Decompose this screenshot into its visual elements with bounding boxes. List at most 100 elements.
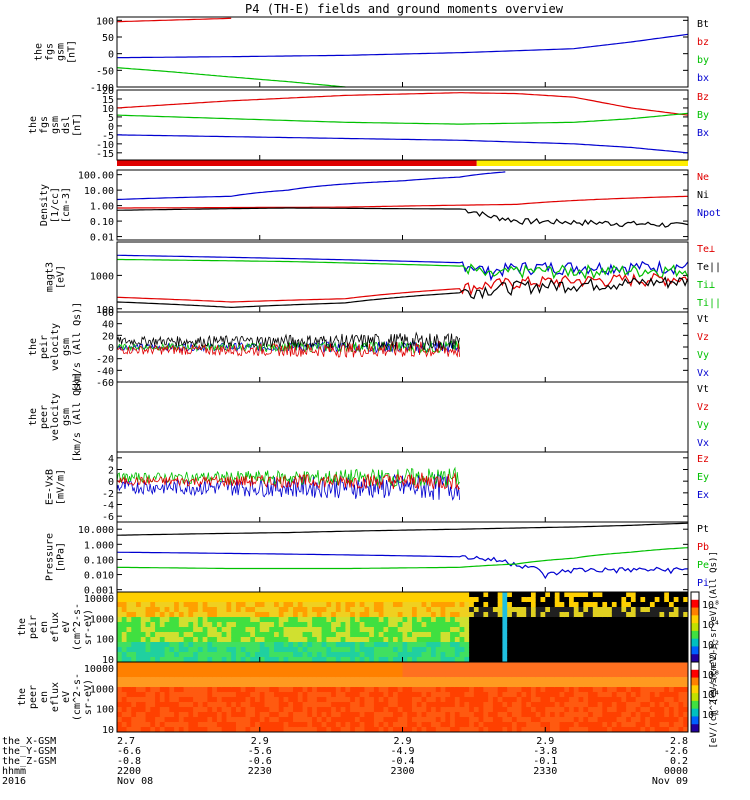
heatmap-cell bbox=[245, 652, 251, 658]
heatmap-cell bbox=[492, 722, 499, 728]
heatmap-cell bbox=[164, 597, 170, 603]
heatmap-cell bbox=[578, 662, 584, 668]
heatmap-cell bbox=[526, 717, 532, 723]
heatmap-cell bbox=[564, 677, 570, 683]
heatmap-cell bbox=[607, 667, 613, 673]
series-line bbox=[116, 171, 506, 201]
heatmap-cell bbox=[216, 702, 223, 708]
heatmap-cell bbox=[540, 667, 546, 673]
heatmap-cell bbox=[473, 662, 480, 668]
heatmap-cell bbox=[297, 632, 304, 638]
heatmap-cell bbox=[312, 637, 318, 643]
colorbar-tick-label: 10² bbox=[702, 710, 720, 721]
heatmap-cell bbox=[392, 637, 399, 643]
heatmap-cell bbox=[626, 652, 632, 658]
heatmap-cell bbox=[117, 687, 123, 693]
heatmap-cell bbox=[212, 662, 218, 668]
heatmap-cell bbox=[212, 637, 218, 643]
heatmap-cell bbox=[331, 727, 337, 733]
heatmap-cell bbox=[473, 637, 480, 643]
heatmap-cell bbox=[435, 707, 442, 713]
x-axis-value: 2300 bbox=[390, 766, 414, 777]
heatmap-cell bbox=[473, 677, 480, 683]
heatmap-cell bbox=[678, 667, 684, 673]
panel-5: the peir velocity gsm [km/s (All Qs)] VtVzVyV… bbox=[28, 302, 709, 392]
heatmap-cell bbox=[440, 707, 446, 713]
heatmap-cell bbox=[664, 612, 670, 618]
heatmap-cell bbox=[431, 667, 437, 673]
heatmap-cell bbox=[445, 672, 451, 678]
heatmap-cell bbox=[274, 592, 280, 598]
heatmap-cell bbox=[630, 652, 637, 658]
heatmap-cell bbox=[193, 597, 199, 603]
heatmap-cell bbox=[664, 607, 670, 613]
heatmap-cell bbox=[611, 627, 618, 633]
heatmap-cell bbox=[297, 652, 304, 658]
heatmap-cell bbox=[540, 622, 546, 628]
heatmap-cell bbox=[326, 667, 332, 673]
heatmap-cell bbox=[402, 637, 408, 643]
heatmap-cell bbox=[364, 627, 370, 633]
heatmap-cell bbox=[369, 657, 375, 663]
heatmap-cell bbox=[488, 592, 494, 598]
heatmap-cell bbox=[445, 627, 451, 633]
heatmap-cell bbox=[259, 727, 266, 733]
heatmap-cell bbox=[178, 672, 185, 678]
heatmap-cell bbox=[383, 617, 389, 623]
heatmap-cell bbox=[326, 607, 332, 613]
heatmap-cell bbox=[178, 692, 185, 698]
heatmap-cell bbox=[183, 647, 189, 653]
heatmap-cell bbox=[654, 652, 660, 658]
heatmap-cell bbox=[254, 662, 261, 668]
heatmap-cell bbox=[283, 637, 289, 643]
heatmap-cell bbox=[621, 712, 627, 718]
heatmap-cell bbox=[354, 627, 361, 633]
heatmap-cell bbox=[554, 712, 561, 718]
heatmap-cell bbox=[450, 687, 456, 693]
heatmap-cell bbox=[164, 672, 170, 678]
heatmap-cell bbox=[607, 597, 613, 603]
heatmap-cell bbox=[492, 662, 499, 668]
heatmap-cell bbox=[578, 592, 584, 598]
heatmap-cell bbox=[145, 662, 151, 668]
heatmap-cell bbox=[136, 697, 142, 703]
heatmap-cell bbox=[511, 682, 518, 688]
heatmap-cell bbox=[602, 652, 608, 658]
heatmap-cell bbox=[488, 657, 494, 663]
heatmap-cell bbox=[197, 697, 204, 703]
heatmap-cell bbox=[254, 627, 261, 633]
heatmap-cell bbox=[316, 722, 323, 728]
heatmap-cell bbox=[335, 637, 342, 643]
heatmap-cell bbox=[545, 697, 551, 703]
heatmap-cell bbox=[497, 612, 503, 618]
heatmap-cell bbox=[326, 702, 332, 708]
heatmap-cell bbox=[611, 612, 618, 618]
heatmap-cell bbox=[388, 642, 394, 648]
heatmap-cell bbox=[459, 602, 465, 608]
heatmap-cell bbox=[516, 677, 522, 683]
heatmap-cell bbox=[202, 627, 208, 633]
heatmap-cell bbox=[383, 707, 389, 713]
heatmap-cell bbox=[454, 722, 461, 728]
heatmap-cell bbox=[673, 667, 679, 673]
heatmap-cell bbox=[664, 647, 670, 653]
heatmap-cell bbox=[659, 617, 665, 623]
series-line bbox=[116, 551, 689, 580]
heatmap-cell bbox=[307, 697, 313, 703]
y-tick-label: 2 bbox=[108, 466, 114, 477]
heatmap-cell bbox=[369, 672, 375, 678]
heatmap-cell bbox=[240, 652, 246, 658]
y-tick-label: 15 bbox=[102, 95, 114, 106]
heatmap-cell bbox=[254, 727, 261, 733]
y-axis-label: the bbox=[34, 43, 45, 61]
heatmap-cell bbox=[497, 682, 503, 688]
heatmap-cell bbox=[478, 692, 484, 698]
heatmap-cell bbox=[335, 642, 342, 648]
heatmap-cell bbox=[573, 667, 580, 673]
heatmap-cell bbox=[602, 637, 608, 643]
heatmap-cell bbox=[559, 662, 565, 668]
heatmap-cell bbox=[245, 617, 251, 623]
heatmap-cell bbox=[440, 717, 446, 723]
heatmap-cell bbox=[683, 692, 689, 698]
